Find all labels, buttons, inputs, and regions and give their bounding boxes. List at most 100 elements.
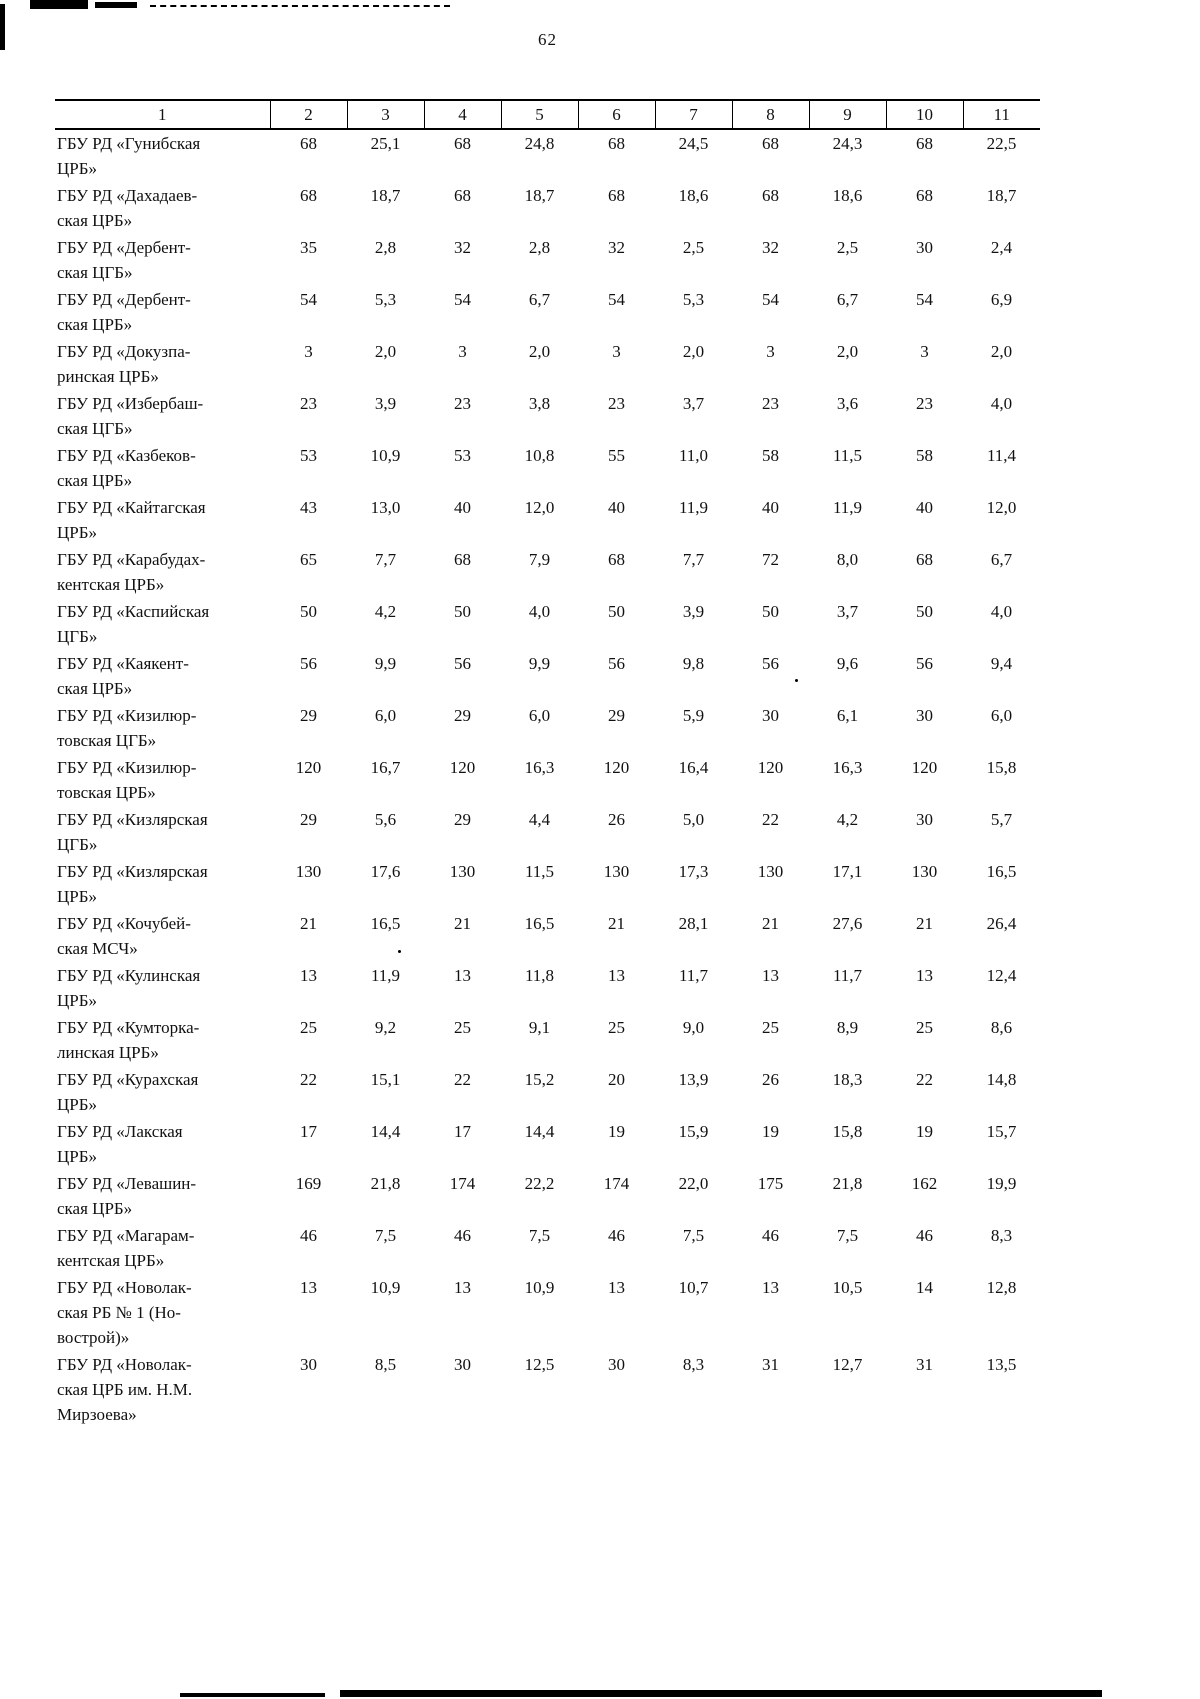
table-row: ГБУ РД «Кулинская ЦРБ» 13 11,9 13 11,8 13 11,7… — [55, 962, 1040, 1014]
table-row: ГБУ РД «Кумторка- линская ЦРБ» 25 9,2 25 9,1… — [55, 1014, 1040, 1066]
value-cell: 23 — [454, 394, 471, 413]
value-cell: 29 — [454, 706, 471, 725]
value-cell: 6,7 — [528, 290, 551, 309]
value-cell: 31 — [762, 1355, 779, 1374]
value-cell: 30 — [916, 706, 933, 725]
value-cell: 18,7 — [986, 186, 1017, 205]
table-row: ГБУ РД «Дербент- ская ЦГБ» 35 2,8 32 2,8 32 2,… — [55, 234, 1040, 286]
value-cell: 30 — [916, 238, 933, 257]
value-cell: 7,9 — [528, 550, 551, 569]
facility-name: ГБУ РД «Дербент- ская ЦГБ» — [57, 238, 191, 282]
value-cell: 9,1 — [528, 1018, 551, 1037]
column-header: 4 — [423, 99, 501, 130]
value-cell: 13 — [300, 966, 317, 985]
value-cell: 50 — [454, 602, 471, 621]
value-cell: 25 — [454, 1018, 471, 1037]
scan-artifact — [95, 2, 137, 8]
scan-artifact — [795, 679, 798, 682]
table-row: ГБУ РД «Кизилюр- товская ЦРБ» 120 16,7 120 1… — [55, 754, 1040, 806]
facility-name: ГБУ РД «Левашин- ская ЦРБ» — [57, 1174, 197, 1218]
value-cell: 54 — [916, 290, 933, 309]
value-cell: 2,5 — [682, 238, 705, 257]
value-cell: 11,8 — [524, 966, 555, 985]
value-cell: 24,8 — [524, 134, 555, 153]
table-row: ГБУ РД «Докузпа- ринская ЦРБ» 3 2,0 3 2,0 3 2,… — [55, 338, 1040, 390]
value-cell: 7,5 — [682, 1226, 705, 1245]
facility-name: ГБУ РД «Кизлярская ЦРБ» — [57, 862, 208, 906]
value-cell: 16,3 — [524, 758, 555, 777]
value-cell: 13 — [916, 966, 933, 985]
value-cell: 68 — [454, 550, 471, 569]
facility-name: ГБУ РД «Новолак- ская ЦРБ им. Н.М. Мирзо… — [57, 1355, 193, 1424]
value-cell: 15,9 — [678, 1122, 709, 1141]
value-cell: 3,8 — [528, 394, 551, 413]
table-row: ГБУ РД «Кизлярская ЦГБ» 29 5,6 29 4,4 26 5,0 22… — [55, 806, 1040, 858]
value-cell: 29 — [608, 706, 625, 725]
table-row: ГБУ РД «Карабудах- кентская ЦРБ» 65 7,7 68 7… — [55, 546, 1040, 598]
value-cell: 4,0 — [990, 602, 1013, 621]
facility-name: ГБУ РД «Карабудах- кентская ЦРБ» — [57, 550, 206, 594]
column-header: 7 — [654, 99, 732, 130]
value-cell: 15,7 — [986, 1122, 1017, 1141]
value-cell: 16,7 — [370, 758, 401, 777]
value-cell: 15,1 — [370, 1070, 401, 1089]
table-row: ГБУ РД «Новолак- ская ЦРБ им. Н.М. Мирзо… — [55, 1351, 1040, 1428]
value-cell: 7,5 — [374, 1226, 397, 1245]
value-cell: 46 — [300, 1226, 317, 1245]
value-cell: 31 — [916, 1355, 933, 1374]
value-cell: 40 — [916, 498, 933, 517]
value-cell: 10,7 — [678, 1278, 709, 1297]
value-cell: 54 — [300, 290, 317, 309]
facility-name: ГБУ РД «Лакская ЦРБ» — [57, 1122, 183, 1166]
value-cell: 21 — [608, 914, 625, 933]
value-cell: 12,8 — [986, 1278, 1017, 1297]
value-cell: 4,2 — [374, 602, 397, 621]
value-cell: 54 — [608, 290, 625, 309]
facility-name: ГБУ РД «Кизлярская ЦГБ» — [57, 810, 208, 854]
table-row: ГБУ РД «Лакская ЦРБ» 17 14,4 17 14,4 19 15,9 19… — [55, 1118, 1040, 1170]
value-cell: 11,5 — [524, 862, 555, 881]
value-cell: 16,5 — [370, 914, 401, 933]
value-cell: 21 — [916, 914, 933, 933]
value-cell: 13 — [454, 1278, 471, 1297]
value-cell: 22 — [300, 1070, 317, 1089]
value-cell: 130 — [603, 862, 630, 881]
value-cell: 10,9 — [524, 1278, 555, 1297]
value-cell: 65 — [300, 550, 317, 569]
table-row: ГБУ РД «Дербент- ская ЦРБ» 54 5,3 54 6,7 54 5,… — [55, 286, 1040, 338]
table-row: ГБУ РД «Избербаш- ская ЦГБ» 23 3,9 23 3,8 23 3… — [55, 390, 1040, 442]
value-cell: 6,0 — [990, 706, 1013, 725]
column-header: 5 — [500, 99, 578, 130]
value-cell: 15,2 — [524, 1070, 555, 1089]
value-cell: 22 — [916, 1070, 933, 1089]
value-cell: 68 — [608, 550, 625, 569]
value-cell: 11,9 — [678, 498, 709, 517]
table-row: ГБУ РД «Курахская ЦРБ» 22 15,1 22 15,2 20 13,9… — [55, 1066, 1040, 1118]
value-cell: 18,7 — [524, 186, 555, 205]
table-row: ГБУ РД «Новолак- ская РБ № 1 (Но- востро… — [55, 1274, 1040, 1351]
facility-name: ГБУ РД «Кулинская ЦРБ» — [57, 966, 201, 1010]
value-cell: 8,9 — [836, 1018, 859, 1037]
value-cell: 18,7 — [370, 186, 401, 205]
value-cell: 10,9 — [370, 1278, 401, 1297]
value-cell: 2,0 — [836, 342, 859, 361]
value-cell: 2,0 — [990, 342, 1013, 361]
value-cell: 30 — [608, 1355, 625, 1374]
value-cell: 9,4 — [990, 654, 1013, 673]
value-cell: 5,7 — [990, 810, 1013, 829]
value-cell: 3,9 — [374, 394, 397, 413]
facility-name: ГБУ РД «Кумторка- линская ЦРБ» — [57, 1018, 200, 1062]
facility-data-table: 1 2 3 4 5 6 7 8 9 10 11 ГБУ РД «Гунибска… — [55, 99, 1040, 1428]
value-cell: 56 — [454, 654, 471, 673]
value-cell: 8,0 — [836, 550, 859, 569]
table-body: ГБУ РД «Гунибская ЦРБ» 68 25,1 68 24,8 68 24,5… — [55, 129, 1040, 1428]
value-cell: 68 — [300, 134, 317, 153]
value-cell: 3 — [612, 342, 621, 361]
value-cell: 8,3 — [990, 1226, 1013, 1245]
table-row: ГБУ РД «Кочубей- ская МСЧ» 21 16,5 21 16,5 21… — [55, 910, 1040, 962]
table-row: ГБУ РД «Магарам- кентская ЦРБ» 46 7,5 46 7,5… — [55, 1222, 1040, 1274]
value-cell: 120 — [295, 758, 322, 777]
value-cell: 11,0 — [678, 446, 709, 465]
value-cell: 6,9 — [990, 290, 1013, 309]
